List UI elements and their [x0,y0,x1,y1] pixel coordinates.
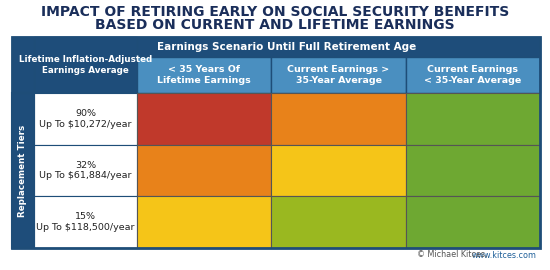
Bar [406,57,540,93]
Text: © Michael Kitces, www.kitces.com: © Michael Kitces, www.kitces.com [0,269,1,270]
Text: 32%
Up To $61,884/year: 32% Up To $61,884/year [39,161,132,180]
Text: 15%
Up To $118,500/year: 15% Up To $118,500/year [36,212,135,232]
Text: Replacement Tiers: Replacement Tiers [19,124,28,217]
Bar [12,93,34,248]
Text: © Michael Kitces,: © Michael Kitces, [0,269,1,270]
Text: © Michael Kitces,: © Michael Kitces, [417,251,490,259]
Text: < 35 Years Of
Lifetime Earnings: < 35 Years Of Lifetime Earnings [157,65,251,85]
Text: Current Earnings
< 35-Year Average: Current Earnings < 35-Year Average [424,65,521,85]
Bar [34,37,137,93]
Bar [137,145,271,196]
Bar [271,93,406,145]
Bar [137,196,271,248]
Bar [137,57,271,93]
Text: www.kitces.com: www.kitces.com [472,251,537,259]
Text: © Michael Kitces, www.kitces.com: © Michael Kitces, www.kitces.com [0,269,1,270]
Bar [271,145,406,196]
Bar [406,145,540,196]
Text: BASED ON CURRENT AND LIFETIME EARNINGS: BASED ON CURRENT AND LIFETIME EARNINGS [95,18,455,32]
Bar [406,93,540,145]
Text: Current Earnings >
35-Year Average: Current Earnings > 35-Year Average [288,65,389,85]
Text: Earnings Scenario Until Full Retirement Age: Earnings Scenario Until Full Retirement … [157,42,417,52]
Bar [12,37,34,93]
Bar [406,196,540,248]
Text: 90%
Up To $10,272/year: 90% Up To $10,272/year [39,109,132,129]
Bar [34,196,137,248]
Bar [137,93,271,145]
Bar [34,37,540,57]
Text: IMPACT OF RETIRING EARLY ON SOCIAL SECURITY BENEFITS: IMPACT OF RETIRING EARLY ON SOCIAL SECUR… [41,5,509,19]
Bar [34,93,137,145]
Bar [271,57,406,93]
Bar [12,37,540,248]
Text: Lifetime Inflation-Adjusted
Earnings Average: Lifetime Inflation-Adjusted Earnings Ave… [19,55,152,75]
Bar [34,145,137,196]
Bar [271,196,406,248]
